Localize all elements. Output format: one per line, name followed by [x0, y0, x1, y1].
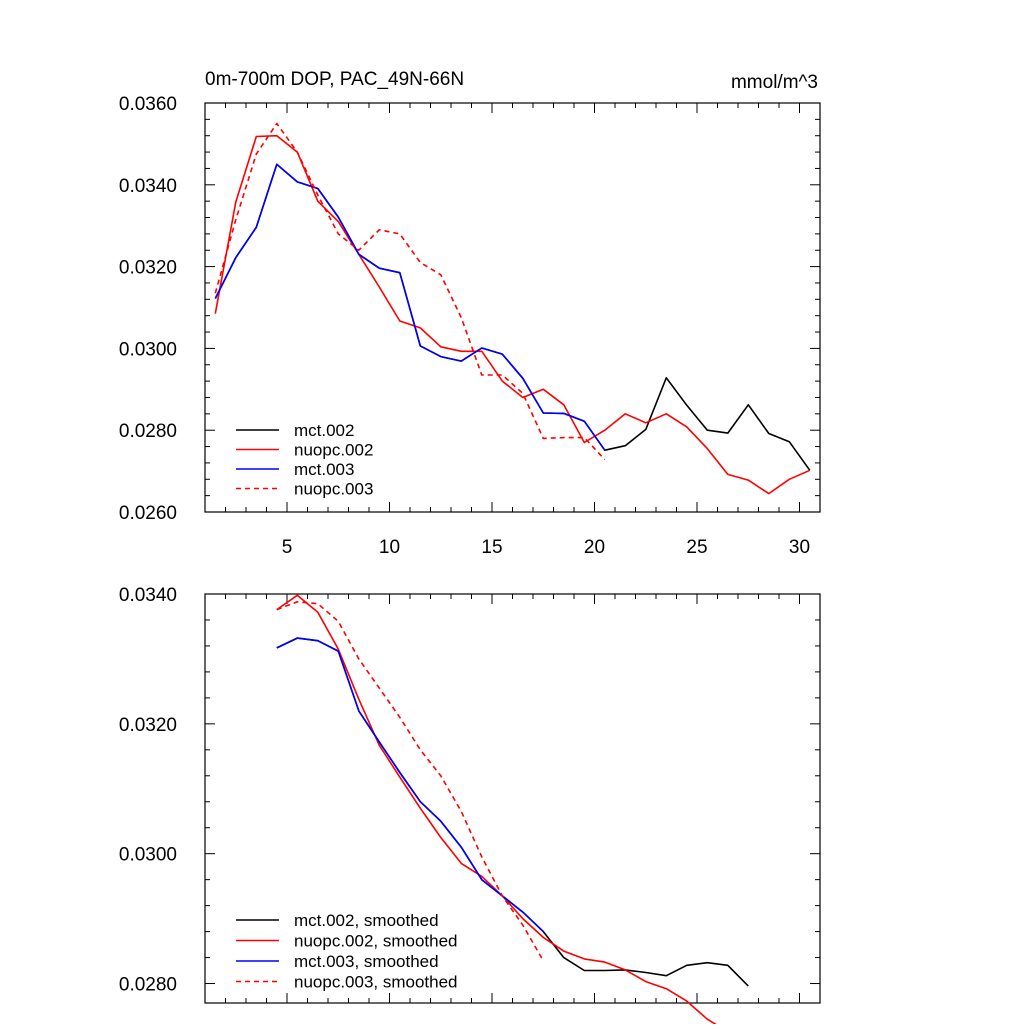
y-tick-label: 0.0260 [119, 503, 177, 524]
legend-label: nuopc.003, smoothed [294, 973, 458, 992]
y-tick-label: 0.0320 [119, 715, 177, 736]
x-tick-label: 15 [481, 537, 502, 558]
bottom-panel: 0.0280 0.0300 0.0320 0.0340 mct.002, smooth… [119, 585, 821, 1029]
top-plot-area: 5 10 15 20 25 30 0.0260 0.0280 0.0300 0.0320 0.034… [119, 94, 821, 558]
legend-label: nuopc.002 [294, 441, 373, 460]
top-panel: 0m-700m DOP, PAC_49N-66N mmol/m^3 5 10 15 2… [119, 69, 821, 558]
legend-label: mct.002 [294, 421, 354, 440]
series-line-nuopc-003-smoothed [276, 600, 544, 962]
series-line-nuopc-003 [214, 122, 606, 461]
y-tick-label: 0.0320 [119, 258, 177, 279]
legend-label: mct.003, smoothed [294, 952, 439, 971]
y-tick-label: 0.0300 [119, 845, 177, 866]
y-tick-label: 0.0280 [119, 975, 177, 996]
series-line-mct-003 [214, 163, 606, 451]
x-tick-label: 10 [379, 537, 400, 558]
series-line-nuopc-002 [214, 134, 811, 495]
legend-label: mct.002, smoothed [294, 911, 439, 930]
x-tick-label: 20 [584, 537, 605, 558]
legend-label: nuopc.002, smoothed [294, 932, 458, 951]
y-tick-label: 0.0340 [119, 585, 177, 606]
series-line-mct-003-smoothed [276, 637, 544, 933]
x-tick-label: 5 [282, 537, 293, 558]
y-tick-label: 0.0300 [119, 339, 177, 360]
bottom-plot-area: 0.0280 0.0300 0.0320 0.0340 [119, 585, 821, 1029]
series-line-nuopc-002-smoothed [276, 594, 726, 1029]
y-tick-label: 0.0360 [119, 94, 177, 115]
bottom-legend: mct.002, smoothed nuopc.002, smoothedmct.… [236, 911, 458, 992]
y-tick-label: 0.0340 [119, 176, 177, 197]
legend-label: nuopc.003 [294, 480, 373, 499]
legend-label: mct.003 [294, 460, 354, 479]
x-tick-label: 25 [686, 537, 707, 558]
chart-title: 0m-700m DOP, PAC_49N-66N [205, 69, 464, 90]
units-label: mmol/m^3 [731, 72, 818, 93]
y-tick-label: 0.0280 [119, 421, 177, 442]
x-tick-label: 30 [789, 537, 810, 558]
